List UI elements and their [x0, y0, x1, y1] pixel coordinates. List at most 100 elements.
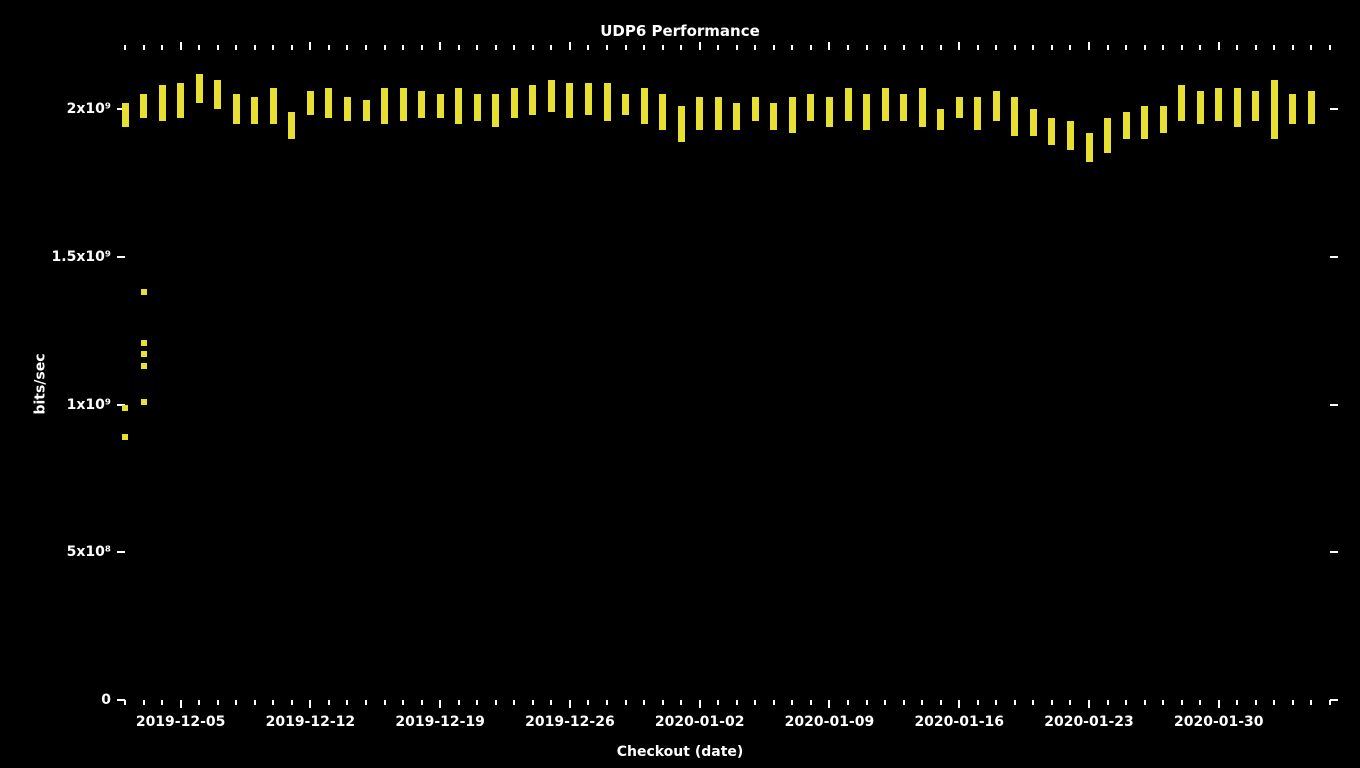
x-minor-tick [921, 700, 923, 705]
x-minor-tick [884, 700, 886, 705]
x-minor-tick [1181, 45, 1183, 50]
x-tick-label: 2020-01-23 [1044, 714, 1134, 730]
x-minor-tick [1273, 700, 1275, 705]
x-minor-tick [847, 45, 849, 50]
y-tick [117, 551, 125, 553]
data-box [566, 83, 573, 118]
x-minor-tick [773, 45, 775, 50]
data-box [807, 94, 814, 121]
x-minor-tick [1273, 45, 1275, 50]
x-minor-tick [736, 45, 738, 50]
data-box [474, 94, 481, 121]
x-minor-tick [291, 45, 293, 50]
outlier-point [141, 340, 147, 346]
data-box [1123, 112, 1130, 139]
data-box [900, 94, 907, 121]
x-minor-tick [995, 45, 997, 50]
x-minor-tick [625, 700, 627, 705]
x-minor-tick [1069, 45, 1071, 50]
x-minor-tick [513, 700, 515, 705]
x-minor-tick [1032, 45, 1034, 50]
x-minor-tick [161, 700, 163, 705]
data-box [548, 80, 555, 113]
x-minor-tick [346, 45, 348, 50]
x-minor-tick [532, 45, 534, 50]
data-box [974, 97, 981, 130]
x-tick-label: 2020-01-30 [1174, 714, 1264, 730]
x-minor-tick [1162, 700, 1164, 705]
data-box [381, 88, 388, 123]
x-minor-tick [903, 700, 905, 705]
x-minor-tick [1310, 45, 1312, 50]
x-minor-tick [810, 45, 812, 50]
data-box [789, 97, 796, 132]
data-box [1067, 121, 1074, 151]
x-minor-tick [476, 700, 478, 705]
x-minor-tick [1310, 700, 1312, 705]
data-box [937, 109, 944, 130]
data-box [1308, 91, 1315, 124]
data-box [1289, 94, 1296, 124]
x-minor-tick [662, 700, 664, 705]
x-minor-tick [328, 700, 330, 705]
x-tick-label: 2019-12-19 [395, 714, 485, 730]
outlier-point [141, 363, 147, 369]
x-tick-label: 2019-12-26 [525, 714, 615, 730]
x-minor-tick [421, 700, 423, 705]
x-minor-tick [1032, 700, 1034, 705]
data-box [122, 103, 129, 127]
x-minor-tick [458, 45, 460, 50]
x-minor-tick [643, 45, 645, 50]
x-tick-label: 2020-01-09 [785, 714, 875, 730]
data-box [622, 94, 629, 115]
x-major-tick [958, 700, 960, 708]
x-minor-tick [995, 700, 997, 705]
x-minor-tick [1107, 45, 1109, 50]
data-box [1252, 91, 1259, 121]
x-major-tick [439, 42, 441, 50]
x-minor-tick [903, 45, 905, 50]
x-major-tick [1218, 42, 1220, 50]
x-minor-tick [365, 45, 367, 50]
x-minor-tick [1236, 700, 1238, 705]
data-box [659, 94, 666, 129]
data-box [1030, 109, 1037, 136]
data-box [1271, 80, 1278, 139]
x-major-tick [180, 700, 182, 708]
x-minor-tick [384, 700, 386, 705]
data-box [641, 88, 648, 123]
x-minor-tick [550, 45, 552, 50]
x-minor-tick [143, 700, 145, 705]
data-box [511, 88, 518, 118]
x-minor-tick [791, 45, 793, 50]
x-minor-tick [866, 700, 868, 705]
outlier-point [141, 351, 147, 357]
x-minor-tick [346, 700, 348, 705]
x-minor-tick [754, 45, 756, 50]
x-major-tick [1088, 700, 1090, 708]
data-box [325, 88, 332, 118]
x-minor-tick [754, 700, 756, 705]
x-minor-tick [1255, 45, 1257, 50]
data-box [529, 85, 536, 115]
data-box [214, 80, 221, 110]
y-tick-label: 1x10⁹ [67, 397, 111, 413]
data-box [344, 97, 351, 121]
data-box [233, 94, 240, 124]
outlier-point [122, 405, 128, 411]
x-minor-tick [1144, 700, 1146, 705]
x-minor-tick [1051, 700, 1053, 705]
x-major-tick [699, 42, 701, 50]
data-box [1011, 97, 1018, 135]
x-minor-tick [587, 700, 589, 705]
x-minor-tick [254, 700, 256, 705]
y-tick [1330, 551, 1338, 553]
data-box [307, 91, 314, 115]
data-box [418, 91, 425, 118]
x-minor-tick [643, 700, 645, 705]
x-major-tick [958, 42, 960, 50]
data-box [177, 83, 184, 118]
data-box [1160, 106, 1167, 133]
y-tick-label: 1.5x10⁹ [52, 249, 111, 265]
x-minor-tick [1292, 45, 1294, 50]
